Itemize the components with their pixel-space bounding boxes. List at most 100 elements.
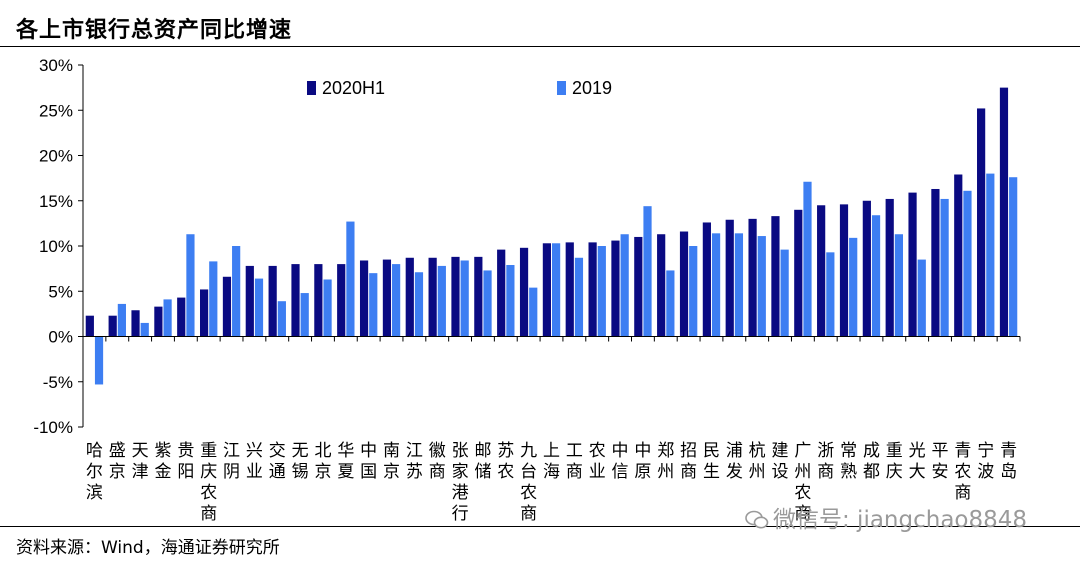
bar-2020H1-民生 — [702, 222, 711, 337]
bar-2020H1-浦发 — [725, 219, 734, 337]
bar-2020H1-天津 — [131, 310, 140, 337]
bar-2020H1-哈尔滨 — [85, 315, 94, 337]
bar-2020H1-九台农商 — [519, 247, 529, 337]
bar-2020H1-华夏 — [337, 264, 346, 337]
bar-2020H1-南京 — [382, 259, 392, 337]
bar-2020H1-工商 — [565, 242, 574, 337]
bar-2019-平安 — [940, 198, 949, 337]
bar-2019-张家港行 — [460, 260, 469, 337]
bar-2020H1-张家港行 — [451, 256, 460, 337]
x-tick-label: 南京 — [383, 441, 400, 482]
x-tick-label: 杭州 — [749, 441, 766, 482]
bar-2019-江苏 — [414, 272, 424, 337]
x-tick-label: 平安 — [932, 441, 949, 482]
x-tick-label: 浦发 — [726, 441, 743, 482]
bar-2019-北京 — [323, 279, 332, 337]
bar-2019-苏农 — [506, 265, 515, 337]
bar-chart: -10%-5%0%5%10%15%20%25%30%哈尔滨盛京天津紫金贵阳重庆农… — [33, 56, 1021, 524]
bar-2020H1-宁波 — [977, 108, 986, 337]
x-tick-label: 招商 — [680, 441, 697, 482]
bar-2019-徽商 — [437, 265, 446, 337]
bar-2019-中信 — [620, 234, 629, 337]
x-tick-label: 浙商 — [817, 441, 834, 482]
chart-title: 各上市银行总资产同比增速 — [16, 17, 293, 43]
bar-2019-天津 — [140, 322, 149, 337]
y-tick-label: 20% — [39, 147, 73, 166]
bar-2019-紫金 — [163, 299, 172, 337]
bar-2019-中国 — [369, 273, 378, 337]
legend-swatch-2020H1 — [307, 81, 316, 95]
title-divider — [0, 46, 1080, 47]
x-tick-label: 哈尔滨 — [86, 441, 103, 503]
x-tick-label: 中原 — [634, 441, 651, 482]
bar-2019-无锡 — [300, 293, 309, 337]
bar-2020H1-贵阳 — [177, 297, 186, 337]
bar-2019-广州农商 — [803, 181, 812, 337]
legend-swatch-2019 — [557, 81, 566, 95]
bar-2019-南京 — [392, 264, 401, 337]
x-tick-label: 天津 — [132, 441, 149, 482]
bar-2020H1-农业 — [588, 242, 597, 337]
bar-2020H1-上海 — [542, 243, 551, 337]
bar-2020H1-常熟 — [839, 204, 849, 337]
bar-2019-农业 — [597, 246, 606, 337]
y-tick-label: -5% — [43, 373, 73, 392]
y-tick-label: 5% — [48, 282, 73, 301]
bar-2020H1-兴业 — [245, 265, 254, 337]
x-tick-label: 宁波 — [977, 441, 994, 482]
bar-2019-郑州 — [666, 270, 675, 337]
bar-2019-杭州 — [757, 236, 766, 337]
bar-2019-兴业 — [254, 278, 264, 337]
y-tick-label: 25% — [39, 101, 73, 120]
x-tick-label: 中信 — [612, 441, 629, 482]
bar-2019-浦发 — [734, 233, 744, 337]
bar-2020H1-邮储 — [474, 256, 483, 337]
bar-2020H1-杭州 — [748, 218, 757, 337]
wechat-icon — [745, 510, 769, 529]
bar-2020H1-成都 — [862, 200, 871, 337]
bar-2020H1-江苏 — [405, 257, 414, 337]
bar-2019-交通 — [277, 301, 286, 337]
x-tick-label: 紫金 — [154, 441, 171, 482]
y-tick-label: 30% — [39, 56, 73, 75]
bar-2019-江阴 — [232, 246, 241, 337]
bar-2019-盛京 — [117, 303, 126, 337]
x-tick-label: 无锡 — [292, 441, 309, 482]
wechat-watermark: 微信号: jiangchao8848 — [745, 500, 1027, 534]
bar-2019-华夏 — [346, 221, 355, 337]
bar-2019-九台农商 — [529, 287, 538, 337]
x-tick-label: 交通 — [269, 441, 286, 482]
y-tick-label: -10% — [33, 418, 73, 437]
y-tick-label: 15% — [39, 192, 73, 211]
bar-2020H1-青岛 — [999, 87, 1009, 337]
bar-2020H1-中原 — [634, 236, 643, 337]
x-tick-label: 光大 — [909, 441, 926, 482]
bar-2019-上海 — [552, 243, 561, 337]
source-note: 资料来源：Wind，海通证券研究所 — [16, 538, 280, 558]
x-tick-label: 重庆 — [886, 441, 903, 482]
bar-2020H1-紫金 — [154, 306, 163, 337]
bar-2019-民生 — [711, 233, 721, 337]
bar-2020H1-建设 — [771, 216, 780, 337]
bar-2020H1-盛京 — [108, 315, 117, 337]
bar-2020H1-江阴 — [222, 276, 232, 337]
x-tick-label: 邮储 — [474, 441, 491, 482]
x-tick-label: 工商 — [566, 441, 583, 482]
x-tick-label: 九台农商 — [520, 441, 537, 524]
x-tick-label: 民生 — [703, 441, 720, 482]
x-tick-label: 广州农商 — [794, 441, 811, 524]
bar-2020H1-交通 — [268, 265, 277, 337]
bar-2019-建设 — [780, 249, 789, 337]
x-tick-label: 常熟 — [840, 441, 857, 482]
bar-2019-成都 — [871, 215, 881, 337]
x-tick-label: 苏农 — [497, 441, 514, 482]
x-tick-label: 建设 — [772, 441, 789, 482]
bar-2019-邮储 — [483, 270, 492, 337]
bar-2019-常熟 — [849, 237, 858, 337]
bar-2019-浙商 — [826, 252, 835, 337]
x-tick-label: 重庆农商 — [200, 441, 217, 524]
x-tick-label: 兴业 — [246, 441, 263, 482]
watermark-text: 微信号: jiangchao8848 — [773, 507, 1028, 533]
bar-2020H1-平安 — [931, 188, 940, 337]
bar-2020H1-中信 — [611, 240, 620, 337]
